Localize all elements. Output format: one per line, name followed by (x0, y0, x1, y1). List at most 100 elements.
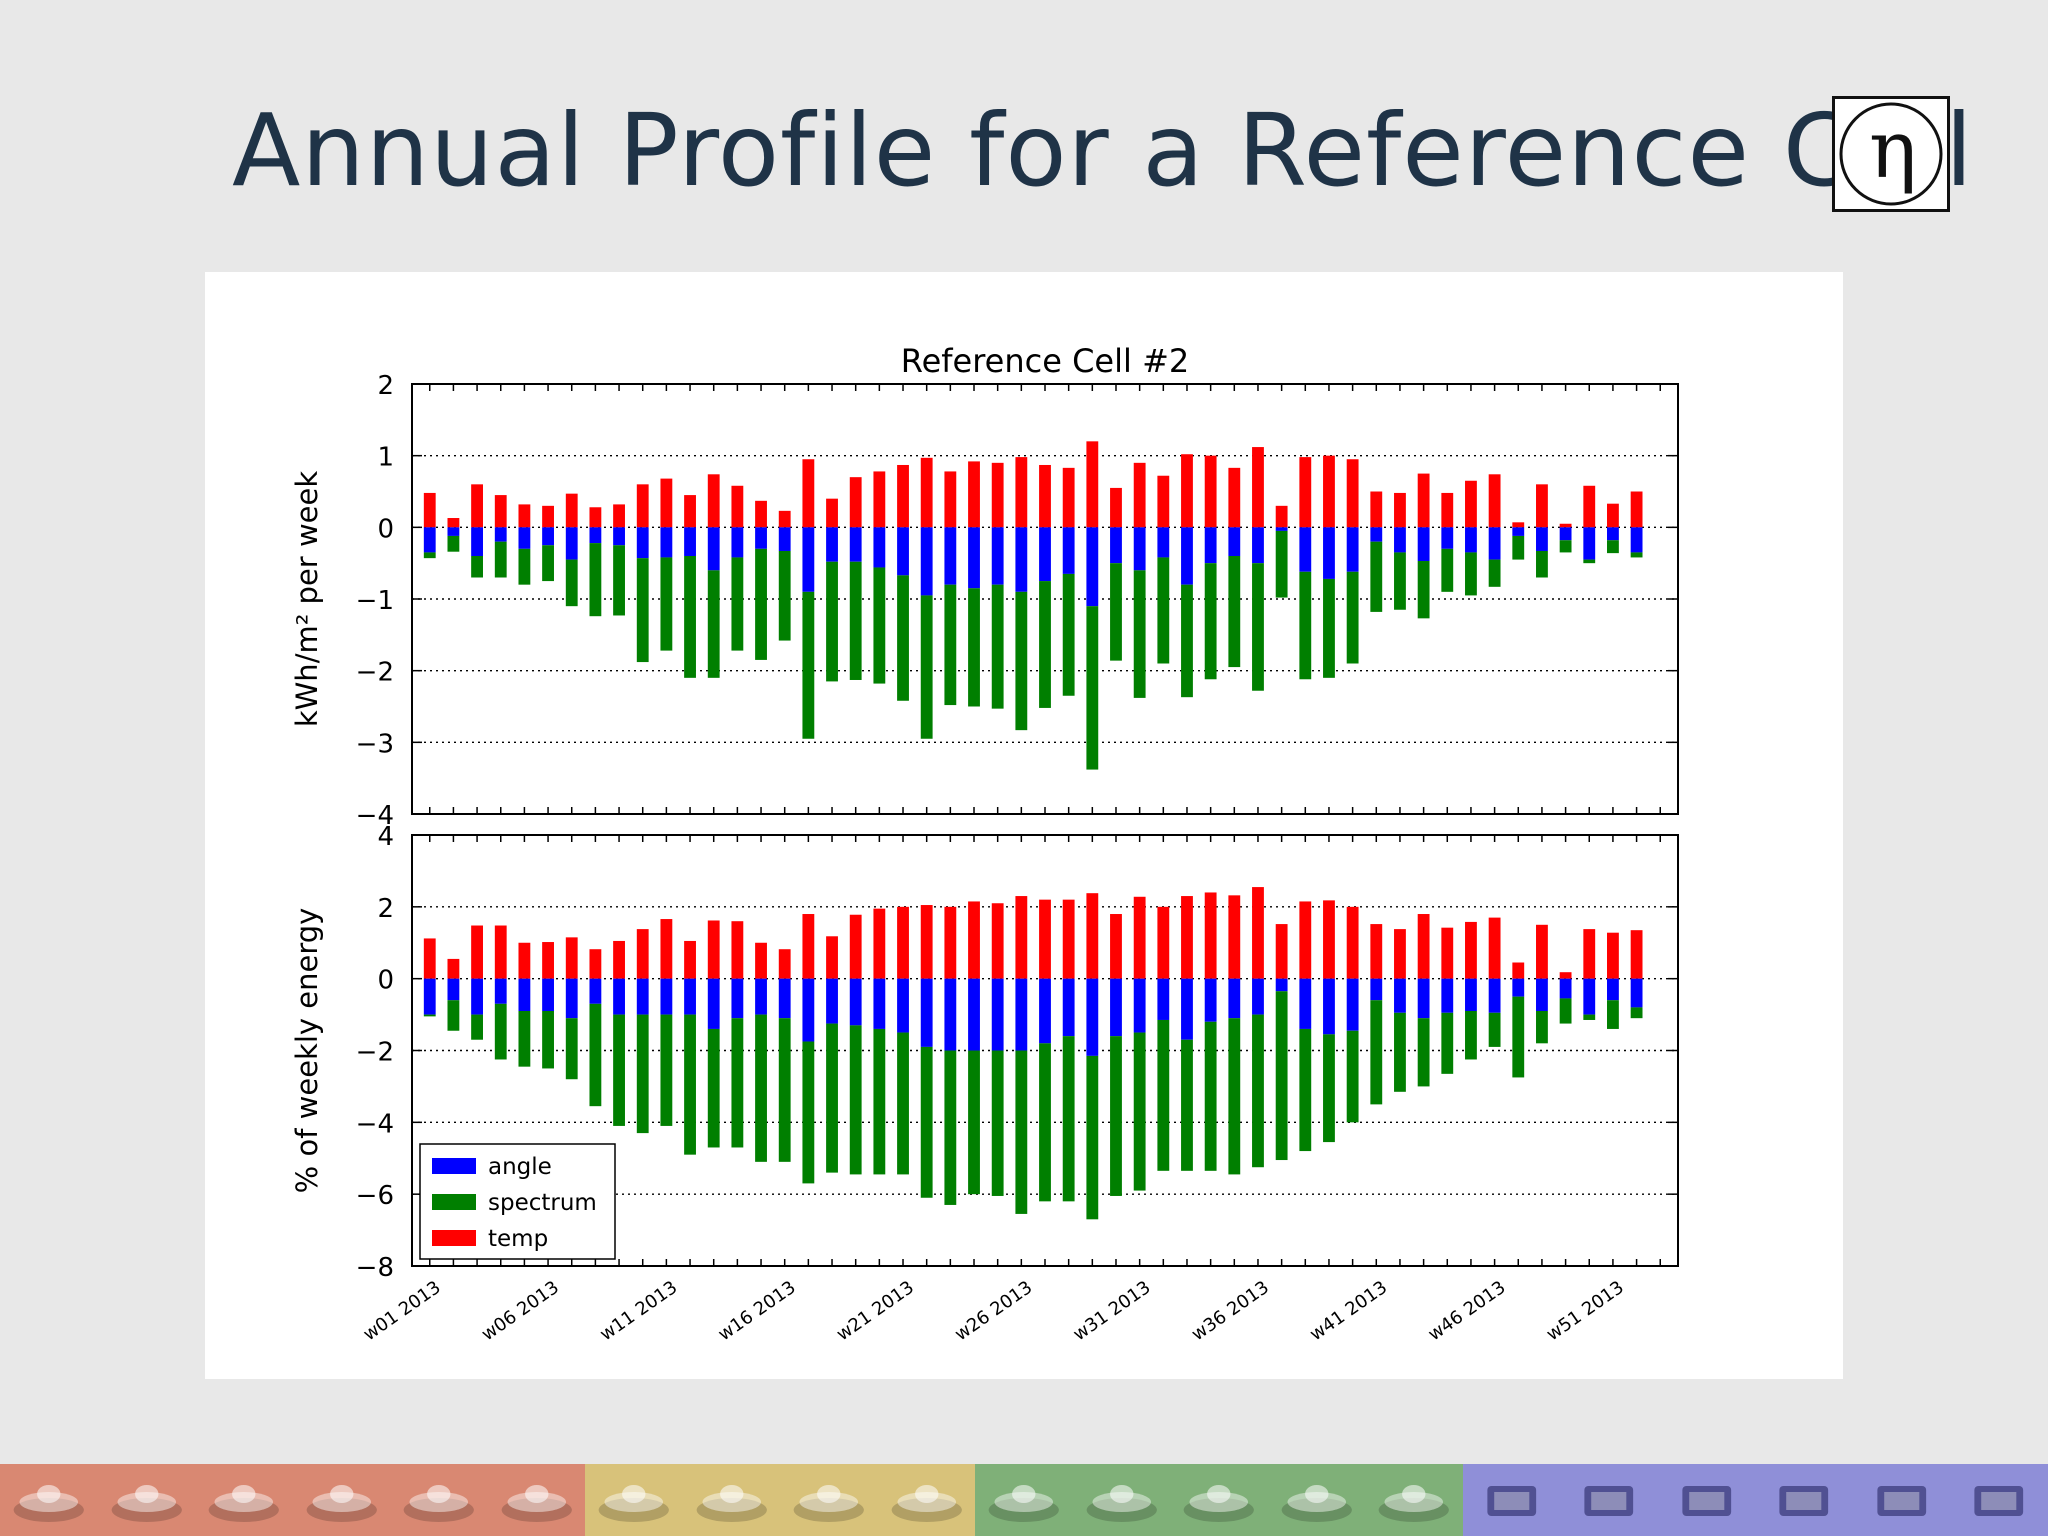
bar-angle (1488, 527, 1501, 560)
bar-angle (991, 978, 1004, 1051)
bar-angle (1536, 978, 1548, 1011)
strip-product-reference-cells (1560, 1464, 1658, 1536)
bar-temp (1323, 900, 1335, 979)
x-tick-label: w36 2013 (1188, 1277, 1273, 1345)
x-tick-label: w31 2013 (1069, 1277, 1154, 1345)
strip-product-thermopile-pyranometers (195, 1464, 293, 1536)
bar-angle (1417, 978, 1430, 1019)
bar-spectrum (1346, 571, 1359, 664)
bar-temp (778, 510, 791, 528)
x-tick-label: w21 2013 (833, 1277, 918, 1345)
bar-temp (1181, 454, 1193, 528)
bar-spectrum (1039, 581, 1051, 708)
bar-spectrum (1417, 1018, 1430, 1087)
bar-temp (1630, 491, 1643, 528)
bar-temp (1157, 906, 1170, 979)
bar-spectrum (826, 1023, 838, 1173)
y-tick-label: 2 (377, 371, 394, 401)
bar-angle (1346, 527, 1359, 572)
bar-angle (1181, 527, 1193, 585)
bar-temp (1536, 484, 1548, 528)
bar-temp (1039, 899, 1051, 979)
bar-angle (589, 978, 602, 1004)
bar-angle (1275, 978, 1288, 992)
bar-temp (589, 949, 602, 979)
bar-angle (1157, 978, 1170, 1020)
bar-spectrum (802, 1041, 815, 1184)
bar-spectrum (1559, 998, 1572, 1024)
bar-angle (1039, 978, 1051, 1044)
bar-spectrum (778, 1018, 791, 1162)
y-tick-label: −2 (356, 1038, 394, 1068)
bar-spectrum (1607, 540, 1619, 554)
bar-angle (1583, 527, 1596, 560)
bar-spectrum (1086, 1055, 1099, 1220)
x-tick-label: w46 2013 (1424, 1277, 1509, 1345)
bar-angle (660, 978, 673, 1015)
bar-angle (684, 527, 696, 556)
bar-spectrum (613, 545, 625, 616)
strip-product-reference-sensors (1170, 1464, 1268, 1536)
bar-temp (1204, 892, 1217, 979)
strip-product-thermopile-pyranometers (487, 1464, 586, 1536)
strip-product-reference-sensors (1365, 1464, 1463, 1536)
bar-angle (873, 978, 886, 1029)
bar-spectrum (518, 1010, 531, 1067)
bar-temp (1039, 464, 1051, 528)
bar-temp (1583, 929, 1596, 979)
bar-temp (1299, 457, 1312, 528)
x-tick-label: w41 2013 (1306, 1277, 1391, 1345)
bar-temp (636, 484, 649, 528)
bar-angle (1607, 527, 1619, 541)
bar-spectrum (991, 1050, 1004, 1196)
bar-temp (849, 477, 862, 528)
bar-angle (1370, 978, 1383, 1001)
bar-temp (1062, 467, 1075, 528)
y-tick-label: 4 (377, 822, 394, 852)
bar-angle (731, 527, 744, 558)
bar-angle (1015, 978, 1028, 1051)
bar-temp (1394, 929, 1406, 979)
bar-temp (731, 485, 744, 528)
bar-spectrum (1583, 559, 1596, 564)
bar-temp (565, 493, 578, 528)
bar-temp (447, 958, 460, 979)
bar-spectrum (731, 557, 744, 651)
legend-swatch-spectrum (432, 1194, 476, 1210)
bar-temp (755, 500, 767, 528)
bar-spectrum (423, 552, 436, 559)
bar-temp (1607, 932, 1619, 979)
bar-spectrum (1512, 535, 1525, 560)
bar-temp (944, 471, 957, 528)
bar-spectrum (1370, 1000, 1383, 1105)
bar-temp (1228, 467, 1241, 528)
bar-angle (423, 978, 436, 1015)
y-axis-label: kWh/m² per week (290, 471, 324, 728)
bar-spectrum (1394, 1012, 1406, 1092)
y-tick-label: −3 (356, 729, 394, 759)
strip-product-thermopile-pyranometers (390, 1464, 488, 1536)
strip-product-reference-sensors (975, 1464, 1073, 1536)
bar-temp (1133, 462, 1146, 528)
bar-temp (1086, 441, 1099, 528)
eta-logo: η (1832, 96, 1950, 212)
bar-angle (1133, 527, 1146, 571)
bar-temp (613, 504, 625, 528)
bar-spectrum (1204, 1021, 1217, 1171)
bar-temp (1275, 505, 1288, 528)
bar-angle (471, 978, 483, 1015)
bar-spectrum (707, 570, 720, 678)
bar-spectrum (944, 584, 957, 706)
bar-spectrum (731, 1018, 744, 1148)
bar-temp (589, 507, 602, 528)
bar-temp (1181, 896, 1193, 979)
bar-spectrum (849, 561, 862, 680)
bar-spectrum (968, 588, 980, 707)
bar-temp (968, 901, 980, 979)
y-axis-label: % of weekly energy (290, 908, 324, 1194)
eta-glyph: η (1869, 103, 1917, 196)
bar-angle (991, 527, 1004, 585)
bar-spectrum (849, 1025, 862, 1175)
bar-temp (707, 474, 720, 528)
bar-spectrum (1181, 1039, 1193, 1171)
